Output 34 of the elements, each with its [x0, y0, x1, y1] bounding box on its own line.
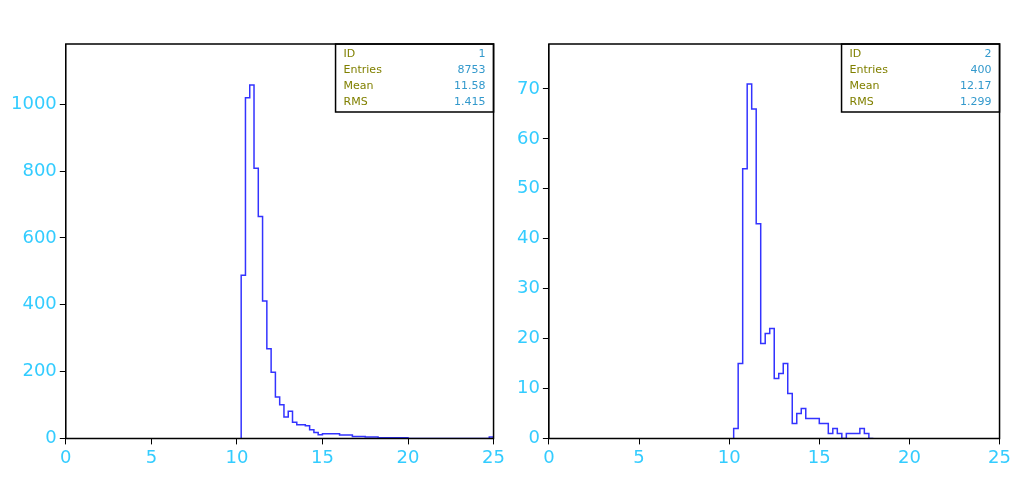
x-tick-label: 10: [717, 445, 741, 467]
text: Mean 11.58: [343, 78, 486, 92]
x-tick-label: 15: [807, 445, 831, 467]
y-tick-label: 40: [517, 226, 540, 248]
text: ID 2: [849, 46, 992, 60]
y-tick-label: 200: [22, 359, 57, 381]
x-tick-label: 20: [396, 445, 420, 467]
text: ID 1: [343, 46, 486, 60]
y-tick-label: 0: [528, 426, 540, 448]
y-tick-label: 1000: [11, 91, 57, 113]
y-tick-label: 50: [517, 176, 540, 198]
x-tick-label: 10: [225, 445, 249, 467]
x-tick-label: 20: [897, 445, 921, 467]
x-tick-label: 25: [482, 445, 505, 467]
text: Entries 8753: [343, 62, 486, 76]
text: Mean 12.17: [849, 78, 992, 92]
x-tick-label: 0: [60, 445, 72, 467]
x-tick-label: 0: [543, 445, 555, 467]
y-tick-label: 10: [517, 376, 540, 398]
y-tick-label: 70: [517, 76, 540, 98]
text: RMS 1.299: [849, 94, 992, 108]
y-tick-label: 60: [517, 126, 540, 148]
y-tick-label: 0: [45, 426, 57, 448]
y-tick-label: 600: [22, 225, 57, 247]
y-tick-label: 400: [22, 292, 57, 314]
y-tick-label: 20: [517, 326, 540, 348]
y-tick-label: 30: [517, 276, 540, 298]
x-tick-label: 25: [988, 445, 1011, 467]
text: RMS 1.415: [343, 94, 486, 108]
x-tick-label: 5: [633, 445, 645, 467]
x-tick-label: 5: [145, 445, 158, 467]
x-tick-label: 15: [311, 445, 334, 467]
y-tick-label: 800: [22, 158, 57, 180]
text: Entries 400: [849, 62, 992, 76]
